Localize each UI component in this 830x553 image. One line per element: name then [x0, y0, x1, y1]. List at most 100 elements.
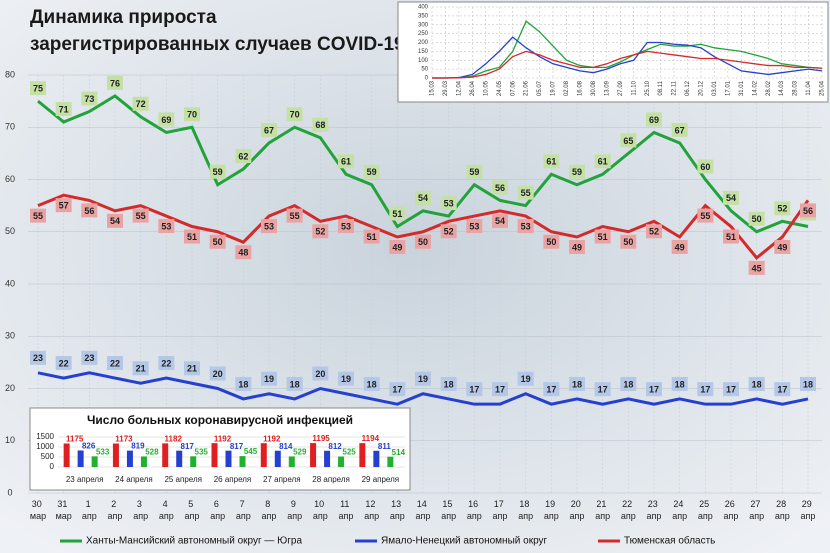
data-label: 18: [367, 379, 377, 389]
inset-x-tick-label: 25 апреля: [164, 475, 202, 484]
bar-label: 525: [342, 448, 356, 457]
data-label: 52: [315, 227, 325, 237]
title-line: зарегистрированных случаев COVID-19: [30, 34, 405, 55]
x-tick-part: 1: [86, 499, 94, 509]
data-label: 22: [161, 358, 171, 368]
bar: [324, 450, 331, 467]
data-label: 18: [238, 379, 248, 389]
inset-x-tick-label: 31.01: [739, 80, 745, 96]
inset-x-tick-label: 25.10: [645, 80, 651, 96]
data-label: 62: [238, 151, 248, 161]
data-label-box: [594, 154, 611, 169]
x-tick-part: апр: [544, 511, 559, 521]
data-label-box: [646, 224, 662, 239]
data-label-box: [389, 239, 406, 254]
bar: [176, 450, 183, 467]
x-tick-label: 3 апр: [133, 499, 148, 521]
data-label: 69: [649, 115, 659, 125]
data-label-box: [261, 219, 277, 234]
data-label: 55: [521, 188, 531, 198]
data-label-box: [235, 245, 252, 260]
bar: [162, 443, 169, 467]
x-tick-part: 27: [750, 499, 763, 509]
x-tick-label: 5 апр: [185, 499, 200, 521]
x-tick-part: апр: [647, 511, 662, 521]
x-tick-label: 6 апр: [210, 499, 225, 521]
series-line: [37, 371, 809, 406]
inset-y-tick-label: 400: [418, 5, 429, 11]
data-label: 18: [675, 379, 685, 389]
data-label: 19: [418, 374, 428, 384]
x-tick-part: 6: [214, 499, 222, 509]
series-line: [37, 193, 810, 260]
x-tick-part: апр: [133, 511, 148, 521]
data-label: 65: [623, 136, 633, 146]
inset-x-tick-label: 06.12: [685, 80, 691, 96]
data-label: 61: [546, 157, 556, 167]
data-label-box: [55, 198, 72, 213]
data-label: 53: [161, 221, 171, 231]
data-label: 52: [444, 227, 454, 237]
data-label: 50: [418, 237, 428, 247]
x-tick-part: апр: [493, 511, 508, 521]
x-tick-part: апр: [621, 511, 636, 521]
x-tick-part: апр: [749, 511, 764, 521]
bar: [126, 450, 133, 467]
bar-label: 811: [378, 442, 391, 451]
x-tick-part: апр: [595, 511, 610, 521]
data-label-box: [363, 164, 380, 179]
x-tick-label: 21 апр: [595, 499, 610, 521]
x-tick-part: 12: [365, 499, 378, 509]
inset-x-tick-label: 15.03: [430, 80, 436, 96]
data-label: 56: [803, 206, 813, 216]
x-tick-label: 20 апр: [570, 499, 585, 521]
legend-label: Ямало-Ненецкий автономный округ: [381, 536, 548, 547]
x-tick-part: 13: [391, 499, 404, 509]
data-label: 50: [623, 237, 633, 247]
data-label-box: [774, 201, 791, 216]
bar-label: 529: [293, 448, 307, 457]
title-line: Динамика прироста: [30, 7, 217, 28]
x-tick-label: 17 апр: [493, 499, 508, 521]
y-tick-label: 0: [7, 487, 12, 497]
bar: [274, 450, 281, 467]
inset-x-tick-label: 28.02: [766, 80, 772, 96]
data-label-box: [440, 196, 457, 211]
inset-x-tick-label: 27.09: [618, 80, 624, 96]
data-label: 69: [161, 115, 171, 125]
x-tick-label: 4 апр: [159, 499, 174, 521]
data-label: 17: [469, 385, 479, 395]
inset-x-tick-label: 21.06: [524, 80, 530, 96]
data-label-box: [517, 219, 534, 234]
inset-x-tick-label: 25.04: [820, 80, 826, 96]
data-label: 73: [84, 94, 94, 104]
data-label-box: [286, 376, 303, 391]
data-label-box: [492, 180, 508, 195]
data-label: 51: [367, 232, 377, 242]
x-tick-label: 1 апр: [82, 499, 97, 521]
data-label: 56: [495, 183, 505, 193]
x-tick-part: мар: [30, 511, 46, 521]
inset-x-tick-label: 26.04: [470, 80, 476, 96]
inset-x-tick-label: 03.01: [712, 80, 718, 96]
x-tick-part: апр: [262, 511, 277, 521]
data-label: 51: [598, 232, 608, 242]
inset-frame: [29, 407, 411, 491]
x-tick-label: 25 апр: [698, 499, 713, 521]
data-label-box: [132, 361, 149, 376]
bar-label: 1195: [312, 434, 330, 443]
data-label-box: [415, 371, 431, 386]
x-tick-label: 11 апр: [339, 499, 354, 521]
y-tick-label: 40: [5, 278, 15, 288]
data-label: 18: [290, 379, 300, 389]
data-label: 20: [213, 369, 223, 379]
x-tick-part: апр: [672, 511, 687, 521]
data-label: 18: [444, 379, 454, 389]
x-tick-part: 18: [519, 499, 532, 509]
inset-x-tick-label: 24 апреля: [115, 475, 153, 484]
x-tick-part: апр: [339, 511, 354, 521]
inset-y-tick-label: 1000: [36, 442, 54, 451]
x-tick-label: 18 апр: [518, 499, 533, 521]
data-label-box: [209, 234, 226, 249]
data-label-box: [158, 356, 175, 371]
